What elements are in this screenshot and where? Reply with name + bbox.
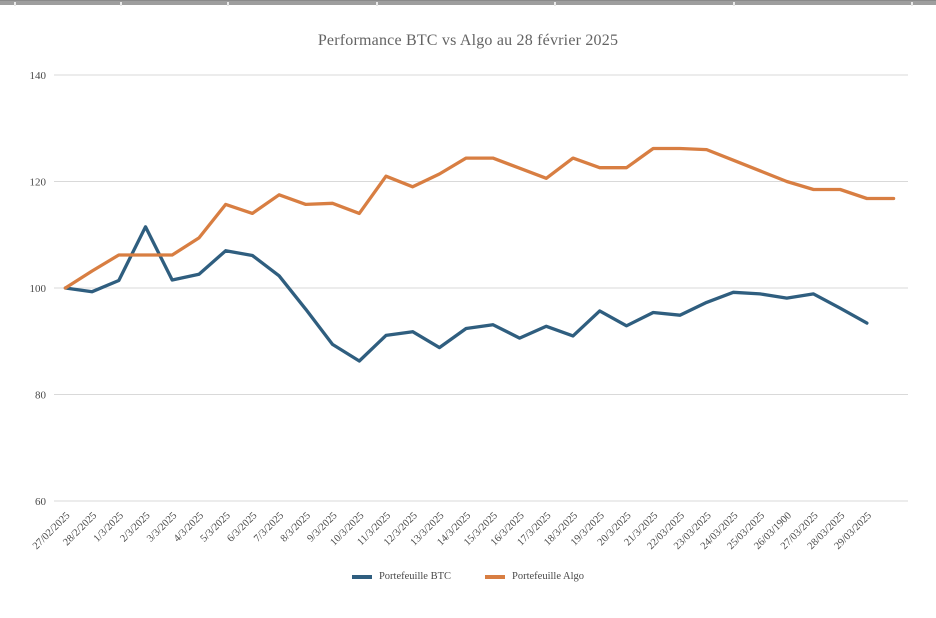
series-line-portefeuille-btc xyxy=(63,225,869,363)
y-axis-tick-label: 80 xyxy=(35,390,47,402)
ruler-column-gap xyxy=(14,2,16,6)
y-axis-tick-label: 120 xyxy=(30,177,47,189)
legend-label: Portefeuille Algo xyxy=(512,571,585,582)
spreadsheet-edge-ruler xyxy=(0,0,936,6)
ruler-column-gap xyxy=(120,2,122,6)
y-axis-tick-label: 100 xyxy=(30,283,47,295)
legend-item-portefeuille-btc[interactable]: Portefeuille BTC xyxy=(351,571,451,582)
ruler-column-gap xyxy=(733,2,735,6)
y-axis-tick-label: 60 xyxy=(35,496,47,508)
ruler-column-gap xyxy=(554,2,556,6)
legend-marker-icon xyxy=(485,574,505,579)
legend-label: Portefeuille BTC xyxy=(378,571,451,582)
ruler-column-gap xyxy=(911,2,913,6)
chart-title: Performance BTC vs Algo au 28 février 20… xyxy=(317,32,619,49)
chart-legend: Portefeuille BTC Portefeuille Algo xyxy=(0,571,936,582)
ruler-column-gap xyxy=(227,2,229,6)
legend-marker-icon xyxy=(351,574,372,579)
y-axis-tick-label: 140 xyxy=(30,70,47,82)
legend-item-portefeuille-algo[interactable]: Portefeuille Algo xyxy=(485,571,584,582)
series-line-portefeuille-algo xyxy=(63,146,896,290)
ruler-column-gap xyxy=(376,2,378,6)
